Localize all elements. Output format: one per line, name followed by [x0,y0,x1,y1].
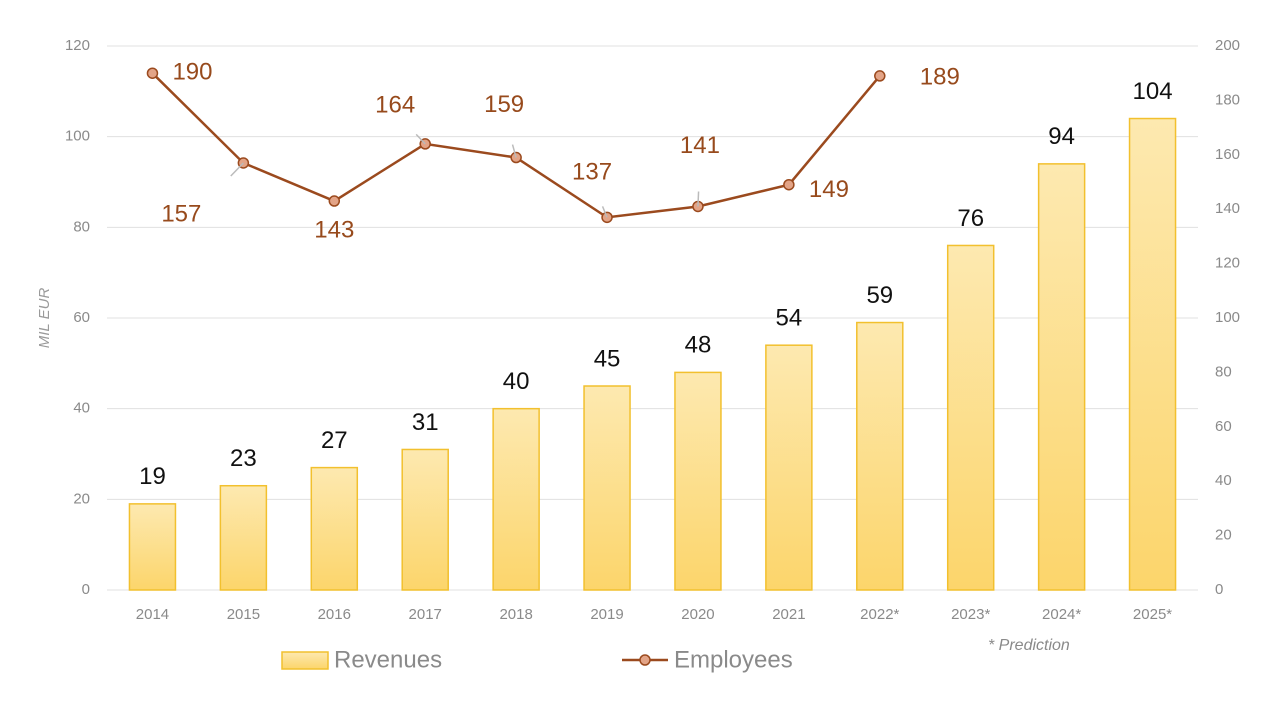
leader-line [511,144,517,158]
bar-value-label: 31 [412,409,439,436]
line-value-label: 157 [161,200,201,227]
x-tick-label: 2022* [860,606,899,623]
line-marker [783,178,795,191]
bar [1037,163,1086,591]
bar [946,244,995,591]
bar-value-label: 40 [503,368,530,395]
y2-tick-label: 200 [1215,37,1240,54]
bar-value-label: 76 [957,205,984,232]
bar [492,407,540,591]
bar [401,448,449,591]
bar-value-label: 27 [321,427,348,454]
leader-line [601,206,608,218]
line-value-label: 137 [572,159,612,186]
line-marker [328,195,341,207]
y2-tick-label: 140 [1215,200,1240,217]
bar [1128,117,1177,591]
legend-label: Employees [674,646,793,673]
bar [583,385,631,591]
x-tick-label: 2018 [499,606,532,623]
line-marker [146,67,159,79]
x-tick-label: 2025* [1133,606,1172,623]
y-tick-label: 60 [73,309,90,326]
legend-label: Revenues [334,646,442,673]
line-value-label: 190 [172,59,212,86]
y2-tick-label: 80 [1215,363,1232,380]
line-value-label: 149 [809,176,849,203]
note: * Prediction [988,637,1070,654]
leader-line [230,162,244,177]
y-tick-label: 40 [73,400,90,417]
x-tick-label: 2019 [590,606,623,623]
bar-value-label: 94 [1048,123,1075,150]
y-tick-label: 20 [73,490,90,507]
y2-tick-label: 160 [1215,146,1240,163]
bar-value-label: 59 [866,282,893,309]
leader-line [415,133,426,145]
x-tick-label: 2017 [409,606,442,623]
y-tick-label: 120 [65,37,90,54]
line-value-label: 164 [375,91,415,118]
y-tick-label: 0 [82,581,90,598]
y2-tick-label: 180 [1215,91,1240,108]
legend-swatch-marker [639,654,651,666]
bar [856,321,904,591]
line-value-label: 189 [920,63,960,90]
bar [674,371,722,591]
bar-value-label: 48 [685,332,712,359]
line-value-label: 159 [484,91,524,118]
x-tick-label: 2014 [136,606,169,623]
y-tick-label: 100 [65,128,90,145]
y2-tick-label: 100 [1215,309,1240,326]
y2-tick-label: 40 [1215,472,1232,489]
line-value-label: 141 [680,132,720,159]
bar [128,503,177,591]
bar [765,344,813,591]
bar-value-label: 54 [776,305,803,332]
bar [219,484,268,591]
y2-tick-label: 0 [1215,581,1223,598]
line-value-label: 143 [314,216,354,243]
y-axis-label: MIL EUR [36,288,53,349]
line-marker [874,70,886,82]
x-tick-label: 2024* [1042,606,1081,623]
y-tick-label: 80 [73,218,90,235]
x-tick-label: 2016 [318,606,351,623]
legend-swatch [281,651,329,670]
y2-tick-label: 60 [1215,418,1232,435]
y2-tick-label: 20 [1215,527,1232,544]
bar [310,466,359,591]
x-tick-label: 2023* [951,606,990,623]
x-tick-label: 2021 [772,606,805,623]
bar-value-label: 45 [594,345,621,372]
x-tick-label: 2020 [681,606,714,623]
y2-tick-label: 120 [1215,255,1240,272]
bar-value-label: 19 [139,463,166,490]
x-tick-label: 2015 [227,606,260,623]
leader-line [697,191,700,207]
bar-value-label: 104 [1133,78,1173,105]
bar-value-label: 23 [230,445,257,472]
